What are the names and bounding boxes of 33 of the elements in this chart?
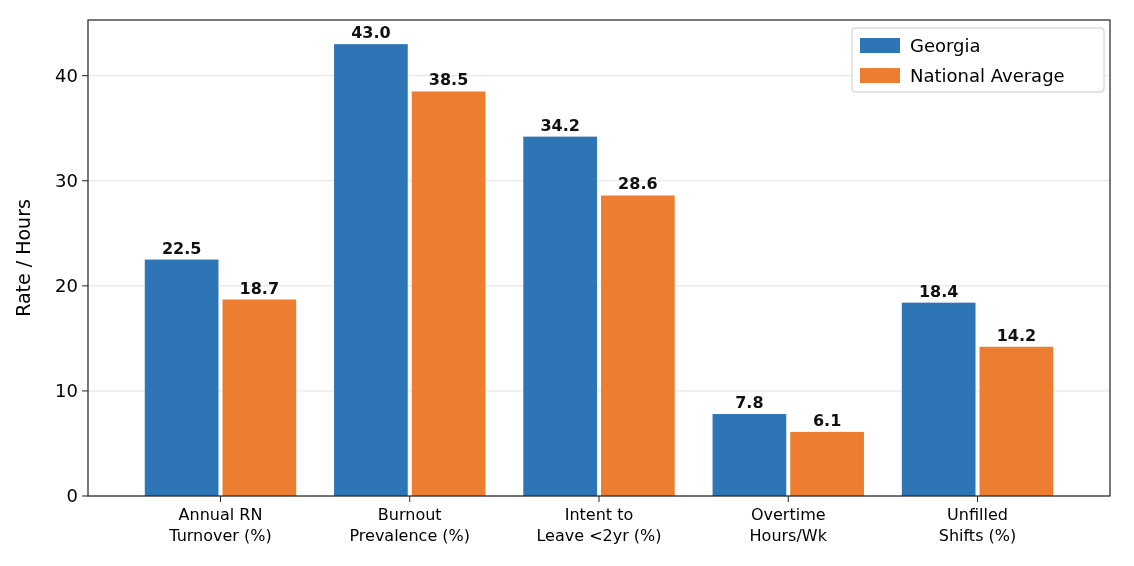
data-label: 18.4	[918, 281, 959, 301]
data-label: 34.2	[540, 115, 580, 135]
y-tick-label: 30	[55, 170, 78, 192]
bar	[712, 414, 787, 496]
y-tick-label: 40	[55, 64, 78, 86]
x-tick-label: Unfilled Shifts (%)	[938, 505, 1017, 545]
x-tick-label: Overtime Hours/Wk	[749, 505, 828, 545]
bar	[222, 299, 297, 496]
bar	[901, 302, 976, 496]
data-label: 18.7	[239, 278, 280, 298]
bar	[979, 346, 1054, 496]
bar	[601, 195, 675, 496]
data-label: 7.8	[735, 393, 764, 413]
data-label: 43.0	[351, 23, 391, 43]
data-label: 14.2	[996, 325, 1037, 345]
data-label: 28.6	[618, 174, 658, 194]
y-tick-label: 10	[55, 380, 78, 402]
bar	[411, 91, 486, 496]
legend-label: National Average	[910, 65, 1065, 87]
data-label: 38.5	[428, 70, 469, 90]
y-tick-label: 20	[55, 275, 78, 297]
bar	[144, 259, 219, 496]
x-tick-label: Annual RN Turnover (%)	[168, 505, 272, 545]
bar	[523, 136, 597, 496]
data-label: 6.1	[812, 410, 842, 430]
y-axis-title: Rate / Hours	[12, 199, 34, 317]
bar	[790, 431, 864, 496]
x-tick-label: Burnout Prevalence (%)	[349, 505, 471, 545]
y-tick-label: 0	[66, 485, 78, 507]
data-label: 22.5	[161, 238, 202, 258]
legend-label: Georgia	[910, 35, 981, 57]
bar	[334, 44, 408, 496]
x-tick-label: Intent to Leave <2yr (%)	[536, 505, 662, 545]
